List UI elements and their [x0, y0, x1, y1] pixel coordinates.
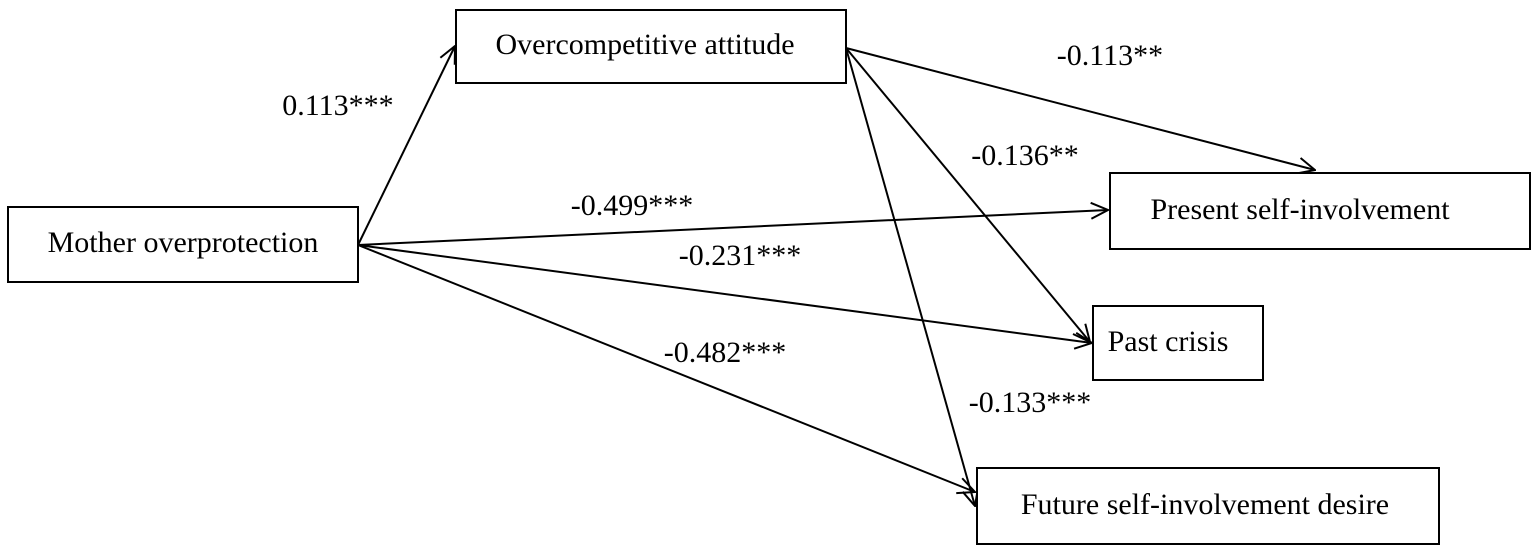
edge [357, 244, 975, 492]
edge-label: -0.113** [1057, 39, 1163, 72]
edge [845, 47, 1090, 342]
node-box [1109, 172, 1531, 250]
edge-label: -0.136** [971, 139, 1079, 172]
node-box [455, 9, 847, 84]
edge [357, 244, 1092, 343]
node-box [976, 467, 1440, 545]
edge [845, 47, 1315, 170]
node-label: Present self-involvement [1150, 193, 1450, 226]
edge [357, 210, 1108, 246]
node-label: Mother overprotection [48, 226, 319, 259]
node-label: Future self-involvement desire [1021, 488, 1389, 521]
edge-label: -0.499*** [571, 189, 694, 222]
node-box [1092, 305, 1264, 381]
edge-label: -0.231*** [679, 239, 802, 272]
edge-label: -0.482*** [664, 336, 787, 369]
node-label: Overcompetitive attitude [495, 28, 794, 61]
edge [357, 46, 455, 246]
edge-label: 0.113*** [282, 89, 393, 122]
edge-label: -0.133*** [969, 386, 1092, 419]
edge [845, 47, 975, 506]
node-label: Past crisis [1108, 325, 1229, 358]
node-box [7, 206, 359, 283]
